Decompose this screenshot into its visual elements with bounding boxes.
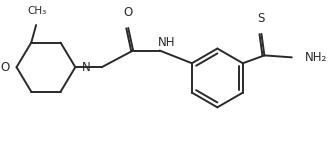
Text: N: N (82, 61, 91, 74)
Text: NH₂: NH₂ (305, 51, 327, 64)
Text: S: S (258, 12, 265, 25)
Text: CH₃: CH₃ (27, 6, 47, 16)
Text: NH: NH (158, 36, 175, 49)
Text: O: O (123, 6, 133, 19)
Text: O: O (0, 61, 10, 74)
